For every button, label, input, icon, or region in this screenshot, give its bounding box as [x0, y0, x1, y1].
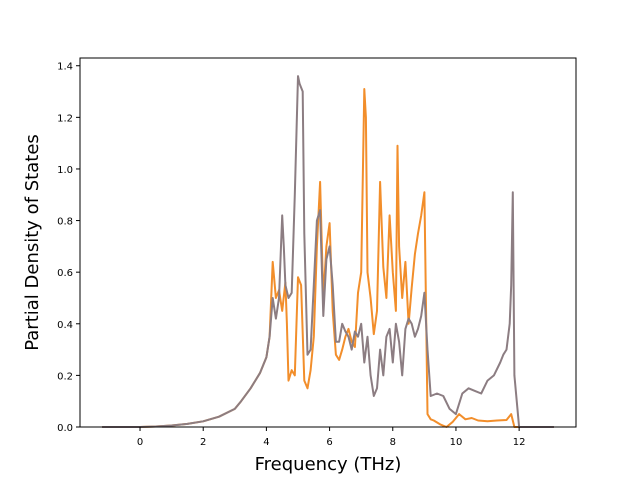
y-tick-label: 1.4 — [57, 62, 73, 73]
y-tick-label: 0.0 — [57, 423, 73, 434]
x-tick-label: 10 — [450, 437, 463, 448]
y-axis-ticks: 0.0 0.2 0.4 0.6 0.8 1.0 1.2 1.4 — [57, 62, 80, 434]
plot-lines — [102, 75, 554, 428]
x-tick-label: 12 — [513, 437, 526, 448]
x-axis-ticks: 0 2 4 6 8 10 12 — [137, 427, 526, 448]
series-line-2 — [102, 75, 554, 428]
x-tick-label: 2 — [200, 437, 206, 448]
y-tick-label: 0.8 — [57, 217, 73, 228]
x-tick-label: 0 — [137, 437, 143, 448]
y-tick-label: 0.4 — [57, 320, 73, 331]
y-tick-label: 1.0 — [57, 165, 73, 176]
y-axis-title: Partial Density of States — [22, 134, 43, 351]
x-tick-label: 8 — [390, 437, 396, 448]
x-tick-label: 6 — [326, 437, 332, 448]
x-axis-title: Frequency (THz) — [255, 454, 402, 475]
y-tick-label: 0.2 — [57, 371, 73, 382]
y-tick-label: 1.2 — [57, 113, 73, 124]
x-tick-label: 4 — [263, 437, 269, 448]
y-tick-label: 0.6 — [57, 268, 73, 279]
axes-frame — [79, 57, 577, 428]
series-line-1 — [102, 88, 554, 428]
